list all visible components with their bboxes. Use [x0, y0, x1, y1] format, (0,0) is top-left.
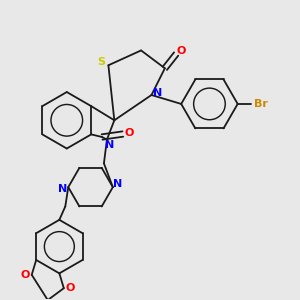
- Text: O: O: [66, 283, 75, 293]
- Text: N: N: [105, 140, 115, 150]
- Text: N: N: [58, 184, 68, 194]
- Text: O: O: [20, 270, 30, 280]
- Text: N: N: [113, 179, 122, 189]
- Text: Br: Br: [254, 99, 268, 109]
- Text: O: O: [125, 128, 134, 137]
- Text: N: N: [153, 88, 163, 98]
- Text: O: O: [177, 46, 186, 56]
- Text: S: S: [97, 57, 105, 67]
